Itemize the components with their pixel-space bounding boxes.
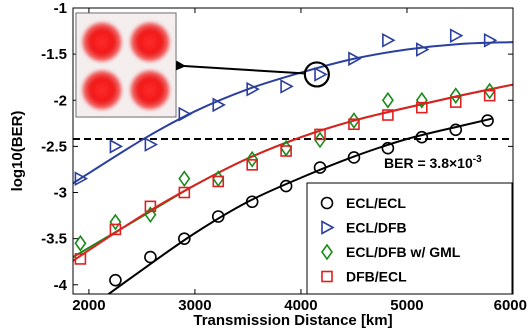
inset-blob [80,68,124,112]
data-point-dfb-ecl [382,109,394,121]
data-point-ecl-dfb [449,28,464,44]
inset-image [75,12,177,118]
legend-marker-ecl-dfb [321,220,335,235]
legend: ECL/ECL ECL/DFB ECL/DFB w/ GML DFB/ECL [306,182,513,295]
data-point-ecl-dfb [212,97,226,113]
data-point-ecl-dfb-w-gml [178,170,191,188]
data-point-dfb-ecl [348,118,360,131]
data-point-ecl-dfb [348,51,362,67]
y-axis-label: log10(BER) [9,111,26,192]
data-point-dfb-ecl [109,223,122,236]
inset-arrow [175,60,304,75]
y-tick-label: -1.5 [41,46,67,63]
x-tick-label: 6000 [494,297,527,314]
data-point-ecl-ecl [449,123,463,137]
data-point-ecl-dfb [74,171,89,187]
fit-line-ecl-ecl [106,117,493,294]
threshold-label: BER = 3.8×10-3 [384,154,482,171]
data-point-dfb-ecl [449,96,462,108]
legend-marker-dfb-ecl [321,270,333,283]
data-point-ecl-dfb-w-gml [109,213,122,231]
data-point-ecl-dfb [109,139,124,154]
inset-blob [128,20,172,64]
legend-label-dfb-ecl: DFB/ECL [346,269,407,285]
y-tick-label: -4 [54,277,68,294]
legend-box [306,182,513,295]
data-point-ecl-dfb-w-gml [144,206,157,224]
legend-label-ecl-dfb-w-gml: ECL/DFB w/ GML [346,244,461,260]
data-point-dfb-ecl [483,89,496,102]
data-point-ecl-dfb-w-gml [449,87,462,105]
legend-label-ecl-ecl: ECL/ECL [346,195,406,211]
x-tick-label: 4000 [284,297,317,314]
data-point-ecl-ecl [245,195,259,209]
data-point-ecl-dfb [314,67,328,82]
x-tick-label: 3000 [178,297,211,314]
data-point-ecl-dfb [382,32,396,48]
data-point-ecl-dfb-w-gml [74,234,87,252]
data-point-dfb-ecl [280,145,292,157]
inset-blob [128,68,172,112]
data-point-ecl-dfb-w-gml [347,112,360,129]
data-point-dfb-ecl [144,200,157,213]
data-point-ecl-dfb-w-gml [381,91,394,109]
legend-marker-ecl-dfb-w-gml [321,243,333,261]
y-tick-label: -3 [54,185,67,202]
data-point-ecl-ecl [415,130,429,144]
data-point-ecl-ecl [211,210,225,223]
x-axis-label: Transmission Distance [km] [193,312,392,329]
plot-frame [72,7,514,295]
data-point-ecl-dfb [246,81,260,97]
data-point-dfb-ecl [178,186,191,199]
data-point-ecl-dfb [280,79,294,94]
data-point-ecl-ecl [144,250,157,264]
data-point-dfb-ecl [314,128,326,141]
data-point-ecl-dfb [483,32,498,48]
data-point-ecl-ecl [381,141,395,155]
x-tick-label: 5000 [390,297,423,314]
inset-blob [80,20,124,64]
data-point-ecl-ecl [481,114,494,127]
data-point-ecl-ecl [279,179,293,193]
y-tick-label: -2 [54,92,67,109]
data-point-ecl-dfb-w-gml [314,131,327,149]
legend-label-ecl-dfb: ECL/DFB [346,220,407,236]
data-point-ecl-ecl [109,273,122,287]
data-point-ecl-ecl [178,232,191,245]
data-point-ecl-dfb [178,106,192,122]
data-point-dfb-ecl [74,253,87,265]
data-point-ecl-dfb-w-gml [246,150,259,168]
data-point-ecl-ecl [313,161,327,174]
y-tick-label: -3.5 [41,231,67,248]
data-point-dfb-ecl [416,101,428,114]
data-point-dfb-ecl [212,175,225,188]
data-point-dfb-ecl [246,159,258,171]
data-point-ecl-dfb-w-gml [483,82,496,100]
data-point-ecl-ecl [347,151,361,164]
legend-marker-ecl-ecl [320,196,334,210]
data-point-ecl-dfb-w-gml [415,91,428,109]
data-point-ecl-dfb [144,137,159,152]
y-tick-label: -1 [54,0,67,17]
highlight-circle [303,61,330,88]
y-tick-label: -2.5 [41,138,67,155]
data-point-ecl-dfb [416,42,430,57]
x-tick-label: 2000 [72,297,105,314]
